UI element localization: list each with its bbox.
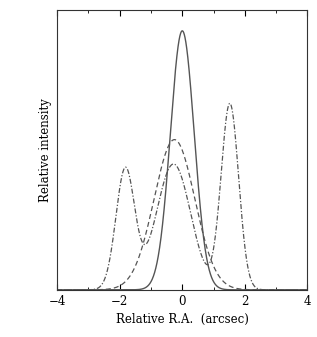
X-axis label: Relative R.A.  (arcsec): Relative R.A. (arcsec) xyxy=(116,313,249,326)
Y-axis label: Relative intensity: Relative intensity xyxy=(38,98,51,202)
